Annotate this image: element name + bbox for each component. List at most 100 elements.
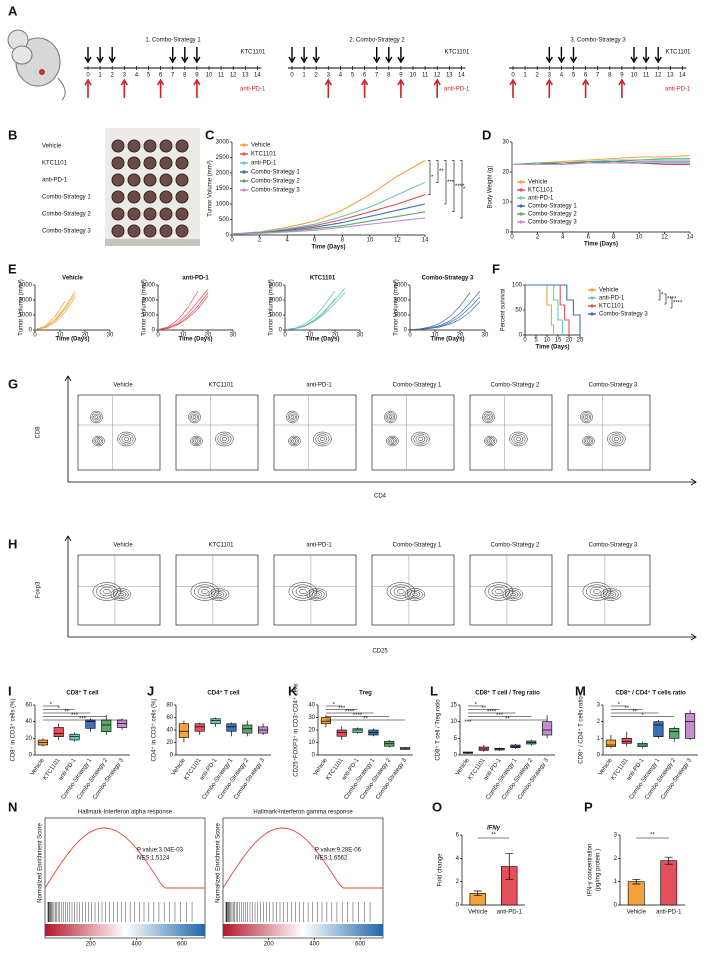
legend-marker [590,296,594,300]
sig-bracket [444,160,447,205]
contour [412,592,418,597]
box [178,723,189,738]
flow-title: Vehicle [113,543,133,549]
legend-marker [242,179,246,183]
day-label: 2 [536,73,540,79]
pd1-arrow [193,78,201,98]
tumor [111,190,125,204]
gsea-x-tick-label: 600 [355,942,366,948]
tumor [143,224,157,238]
legend-label: Vehicle [528,180,548,186]
contour [288,435,301,447]
legend-label: Combo-Strategy 3 [599,312,648,318]
y-tick-label: 1500 [216,186,230,192]
contour [289,413,296,421]
y-tick-label: 0 [597,753,601,759]
day-label: 8 [183,73,187,79]
chart-title: anti-PD-1 [182,276,209,282]
pd1-label: anti-PD-1 [444,87,470,93]
pd1-arrow [581,78,590,98]
ktc-arrow [545,47,553,64]
box [621,738,632,744]
box [194,723,205,732]
contour [417,437,423,441]
mouse-icon [7,29,66,101]
x-tick-label: 0 [523,338,527,344]
contour [188,410,201,424]
axis-arrow [64,375,697,486]
x-tick-label: 0 [283,333,287,339]
x-tick-label: 0 [156,333,160,339]
contour [485,437,496,445]
tumor [111,139,125,153]
contour [409,591,421,598]
series-line [157,290,199,330]
sig-label: *** [496,713,504,719]
y-tick-label: 10 [502,200,509,206]
flow-title: Combo-Strategy 1 [393,383,442,389]
x-axis-label: Time (Days) [56,337,90,343]
contour [319,437,325,441]
day-label: 10 [206,73,213,79]
mouse-tail [57,77,66,101]
y-axis-label: Body Weight (g) [488,166,494,209]
x-tick-label: 30 [230,333,237,339]
chart-title: Treg [359,691,372,697]
ktc-arrow [96,47,104,64]
series-line [512,160,690,166]
sig-label: *** [79,716,87,722]
sig-label: **** [353,713,363,719]
gsea-y-label: Normalized Enrichment Score [38,822,44,902]
contour [123,437,129,441]
sig-label: *** [464,720,472,726]
flow-plot [273,394,357,471]
contour [197,586,213,597]
y-tick-label: 0 [404,328,408,334]
x-tick-label: 5 [534,338,538,344]
x-tick-label: 0 [33,333,37,339]
day-label: 14 [679,73,686,79]
contour [583,437,594,445]
gsea-x-tick-label: 400 [309,942,320,948]
x-tick-label: 30 [107,333,114,339]
contour [314,592,320,597]
flow-plot [371,394,455,471]
x-tick-label: 10 [544,338,551,344]
y-tick-label: 2500 [216,155,230,161]
contour [110,588,132,601]
bar [627,881,645,906]
gsea-frame [44,817,206,939]
contour [191,413,198,421]
y-tick-label: 80 [166,703,173,709]
y-tick-label: 20 [166,740,173,746]
contour [584,415,589,419]
x-tick-label: 10 [636,235,643,241]
day-label: 11 [643,73,650,79]
tumor [111,207,125,221]
contour [96,439,101,443]
chart-title: CD4⁺ T cell [207,690,240,697]
sig-label: **** [673,301,683,307]
y-tick-label: 40 [25,719,32,725]
contour [291,438,298,444]
y-axis-label: CD8⁺ T cell / Treg ratio [435,699,442,761]
legend-label: anti-PD-1 [528,196,554,202]
x-axis-label: Time (Days) [584,242,618,248]
contour [299,589,307,594]
contour [484,435,497,447]
chart-title: CD8⁺ T cell [66,690,99,697]
legend-marker [590,304,594,308]
y-tick-label: 0 [454,753,458,759]
chart-title: IFNγ [487,826,501,832]
tumor [127,224,141,238]
contour [93,413,100,421]
legend-label: Combo-Strategy 1 [528,204,577,210]
chart-title: CD8⁺ / CD4⁺ T cells ratio [615,690,686,697]
sig-label: ** [481,706,486,712]
day-label: 12 [655,73,662,79]
y-tick-label: 1 [614,879,618,885]
ktc-arrow [108,47,116,64]
ktc-arrow [642,47,650,64]
legend-marker [519,188,523,192]
y-tick-label: 1000 [19,313,33,319]
